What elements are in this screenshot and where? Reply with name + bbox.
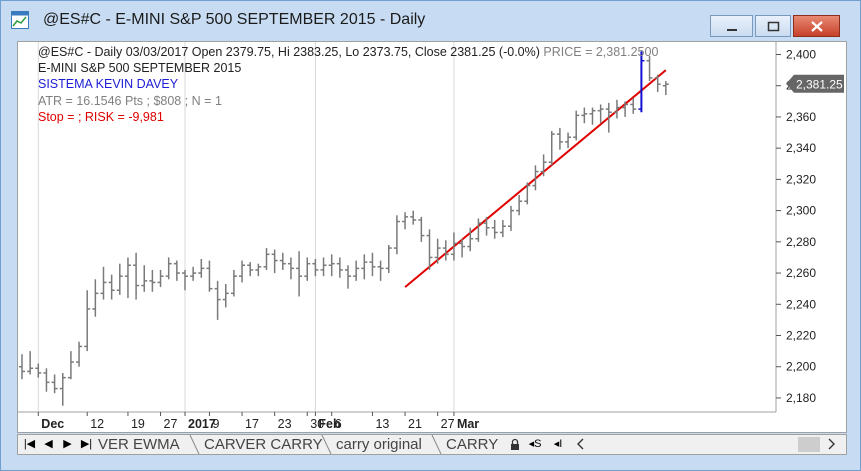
lock-icon[interactable] bbox=[508, 437, 522, 453]
sync-tab-button[interactable]: ◂S bbox=[528, 438, 542, 450]
y-tick-label: 2,340 bbox=[786, 141, 816, 155]
insert-tab-button[interactable]: ◂I bbox=[553, 438, 563, 450]
y-tick-label: 2,180 bbox=[786, 391, 816, 405]
close-icon bbox=[811, 21, 823, 32]
x-tick-label: 30 bbox=[310, 417, 324, 431]
y-tick-label: 2,360 bbox=[786, 110, 816, 124]
x-tick-label: Feb bbox=[318, 417, 341, 431]
x-tick-label: 9 bbox=[212, 417, 219, 431]
instrument-name: E-MINI S&P 500 SEPTEMBER 2015 bbox=[38, 61, 242, 75]
risk-readout: Stop = ; RISK = -9,981 bbox=[38, 110, 164, 124]
scroll-left-icon[interactable] bbox=[574, 436, 588, 452]
y-tick-label: 2,300 bbox=[786, 204, 816, 218]
ohlc-line: @ES#C - Daily 03/03/2017 Open 2379.75, H… bbox=[38, 45, 544, 59]
minimize-icon bbox=[727, 29, 737, 31]
x-tick-label: 19 bbox=[131, 417, 145, 431]
price-chart[interactable]: 2,180 2,200 2,220 2,240 2,260 2,280 2,300 2,320… bbox=[18, 42, 846, 432]
scroll-right-icon[interactable] bbox=[824, 436, 838, 452]
x-tick-label: Dec bbox=[41, 417, 64, 431]
prev-tab-button[interactable]: ◀ bbox=[44, 438, 53, 450]
tab-scroll-thumb[interactable] bbox=[798, 437, 820, 452]
y-tick-label: 2,200 bbox=[786, 360, 816, 374]
tab-scroll-track[interactable] bbox=[592, 437, 798, 452]
x-tick-label: 27 bbox=[441, 417, 455, 431]
x-tick-label: 6 bbox=[335, 417, 342, 431]
last-tab-button[interactable]: ▶| bbox=[80, 438, 93, 450]
chart-panel[interactable]: 2,180 2,200 2,220 2,240 2,260 2,280 2,300 2,320… bbox=[17, 41, 847, 433]
last-price-label: 2,381.25 bbox=[796, 77, 843, 91]
x-tick-label: 23 bbox=[278, 417, 292, 431]
x-tick-label: 12 bbox=[90, 417, 104, 431]
maximize-button[interactable] bbox=[755, 15, 791, 37]
x-tick-label: 2017 bbox=[188, 417, 216, 431]
y-tick-label: 2,280 bbox=[786, 235, 816, 249]
last-price-marker bbox=[786, 74, 844, 93]
tab-carry[interactable]: CARRY : bbox=[446, 436, 501, 453]
title-bar[interactable]: @ES#C - E-MINI S&P 500 SEPTEMBER 2015 - … bbox=[1, 1, 860, 39]
y-tick-label: 2,320 bbox=[786, 172, 816, 186]
tab-carry-original[interactable]: carry original bbox=[336, 436, 422, 453]
x-tick-label: 17 bbox=[245, 417, 259, 431]
strategy-name: SISTEMA KEVIN DAVEY bbox=[38, 77, 179, 91]
minimize-button[interactable] bbox=[710, 15, 753, 37]
x-tick-label: Mar bbox=[457, 417, 479, 431]
next-tab-button[interactable]: ▶ bbox=[63, 438, 72, 450]
chart-app-icon bbox=[11, 11, 29, 29]
y-tick-label: 2,260 bbox=[786, 266, 816, 280]
workspace-tab-bar: |◀ ◀ ▶ ▶| VER EWMA CARVER CARRY carry or… bbox=[17, 434, 847, 455]
x-tick-label: 27 bbox=[164, 417, 178, 431]
tab-separator bbox=[189, 435, 200, 454]
y-tick-label: 2,400 bbox=[786, 47, 816, 61]
close-button[interactable] bbox=[793, 15, 840, 37]
tab-ver-ewma[interactable]: VER EWMA bbox=[98, 436, 180, 453]
maximize-icon bbox=[767, 21, 780, 32]
tab-separator bbox=[431, 435, 442, 454]
tab-carver-carry[interactable]: CARVER CARRY bbox=[204, 436, 322, 453]
tab-separator bbox=[321, 435, 332, 454]
x-tick-label: 21 bbox=[408, 417, 422, 431]
price-readout: PRICE = 2,381.2500 bbox=[543, 45, 659, 59]
y-tick-label: 2,220 bbox=[786, 329, 816, 343]
atr-readout: ATR = 16.1546 Pts ; $808 ; N = 1 bbox=[38, 94, 222, 108]
first-tab-button[interactable]: |◀ bbox=[23, 438, 36, 450]
ohlc-readout: @ES#C - Daily 03/03/2017 Open 2379.75, H… bbox=[38, 45, 658, 59]
window-title: @ES#C - E-MINI S&P 500 SEPTEMBER 2015 - … bbox=[43, 11, 426, 28]
x-tick-label: 13 bbox=[375, 417, 389, 431]
y-tick-label: 2,240 bbox=[786, 297, 816, 311]
